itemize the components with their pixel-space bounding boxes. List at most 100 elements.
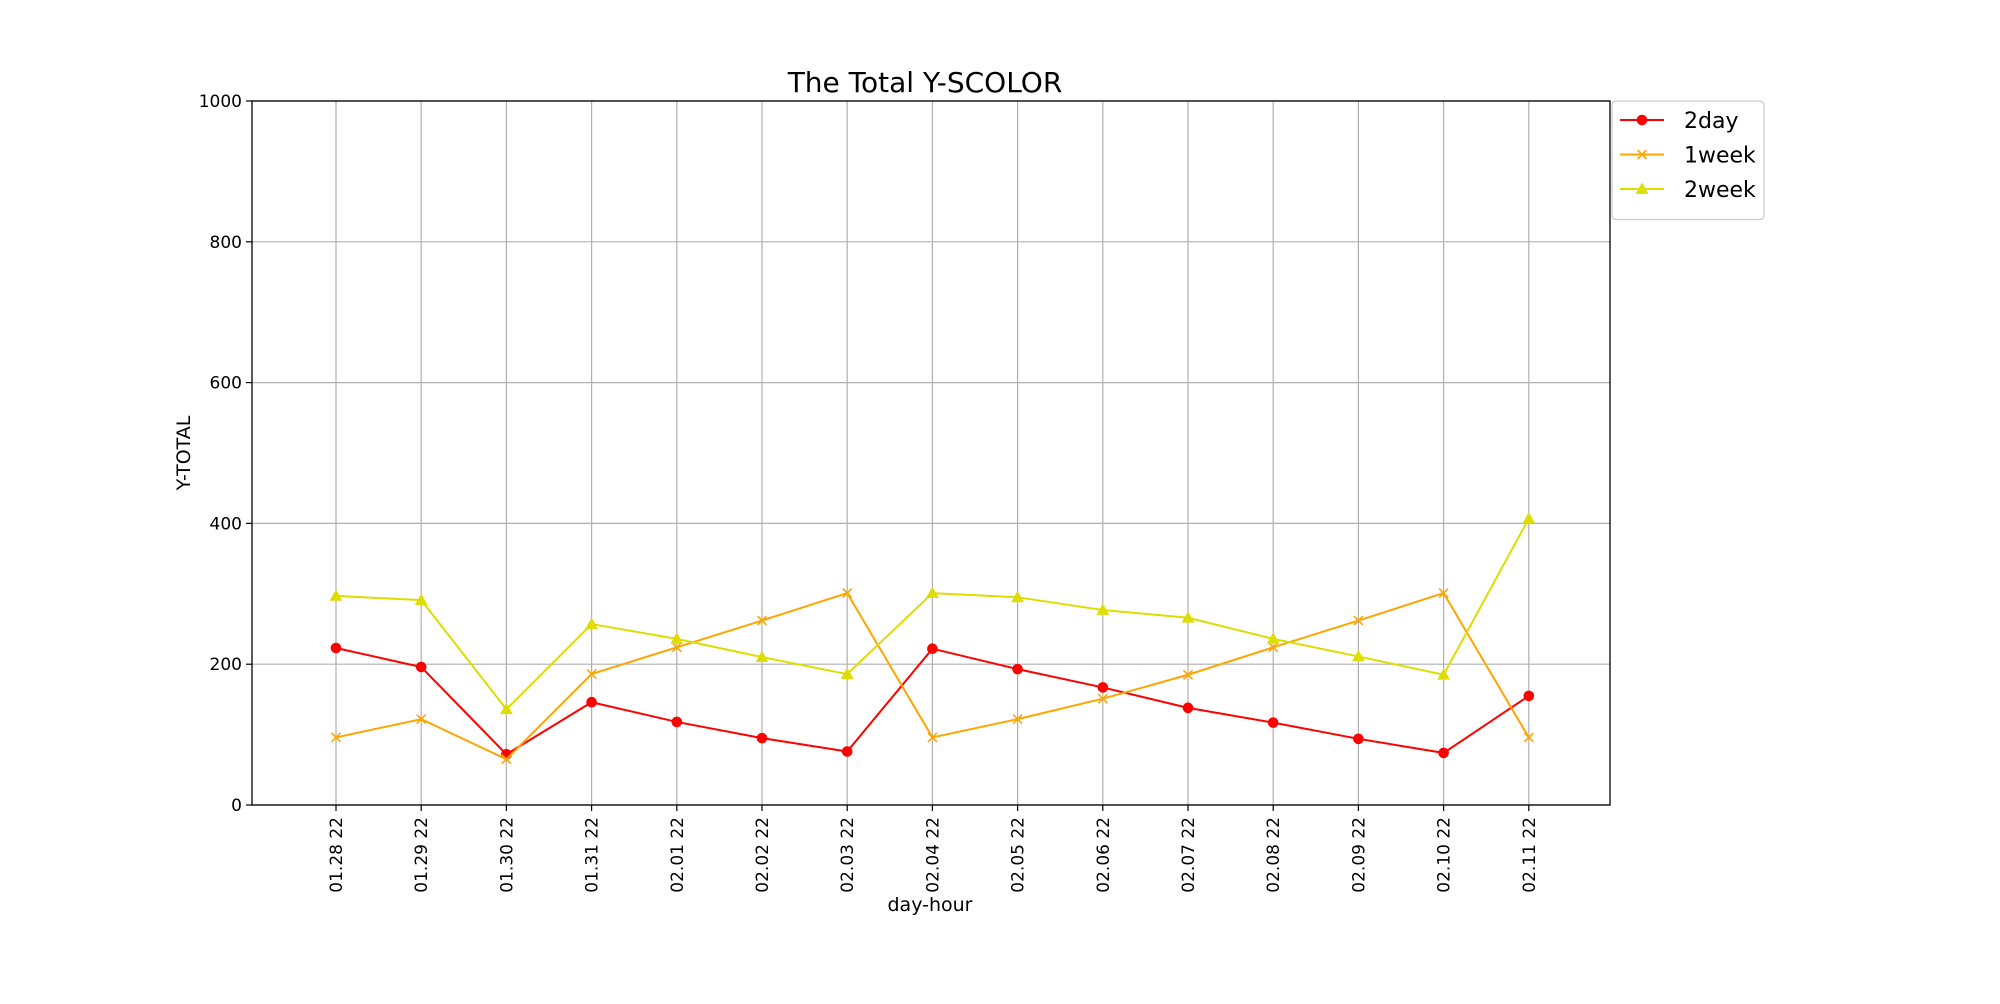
x-tick-label: 02.06 22 <box>1094 817 1114 893</box>
x-tick-label: 02.08 22 <box>1264 817 1284 893</box>
y-tick-label: 0 <box>231 796 242 816</box>
data-point <box>1012 714 1023 725</box>
x-axis-label: day-hour <box>888 894 973 916</box>
data-point <box>1266 632 1280 644</box>
data-point <box>840 667 854 679</box>
series-2week <box>329 511 1536 715</box>
data-point-stroke <box>1012 714 1023 725</box>
data-point <box>842 588 853 599</box>
legend-item: 2day <box>1620 109 1738 134</box>
data-point-stroke <box>1523 732 1534 743</box>
x-tick-label: 02.07 22 <box>1179 817 1199 893</box>
data-point <box>927 732 938 743</box>
data-point <box>671 716 683 728</box>
data-point <box>1011 590 1024 603</box>
data-point <box>1267 717 1279 728</box>
data-point <box>329 589 343 601</box>
legend-label: 2day <box>1684 109 1738 134</box>
legend: 2day 1week 2week <box>1611 100 1765 221</box>
data-point <box>1181 611 1195 623</box>
data-point-stroke <box>1438 588 1449 599</box>
data-point <box>1182 669 1194 680</box>
data-point-stroke <box>1268 642 1279 653</box>
data-point <box>927 643 938 655</box>
data-point <box>671 642 682 653</box>
y-tick-label: 1000 <box>199 92 242 112</box>
y-tick-label: 400 <box>210 514 242 534</box>
chart-title: The Total Y-SCOLOR <box>787 66 1063 99</box>
data-point <box>926 586 939 598</box>
data-point-stroke <box>1182 669 1194 680</box>
x-tick-label: 02.02 22 <box>753 817 773 893</box>
data-point <box>1096 603 1110 615</box>
data-point <box>1438 588 1449 599</box>
legend-item: 2week <box>1620 178 1756 203</box>
grid <box>252 100 1610 806</box>
x-tick-label: 02.09 22 <box>1349 817 1369 893</box>
legend-label: 2week <box>1684 178 1756 203</box>
data-point-stroke <box>586 668 597 680</box>
data-point-stroke <box>501 754 512 765</box>
data-point <box>1522 511 1536 524</box>
data-point <box>670 632 684 644</box>
series-1week <box>330 588 1534 765</box>
x-tick-label: 01.31 22 <box>583 817 603 893</box>
data-point <box>1437 668 1450 680</box>
data-point <box>330 642 342 654</box>
data-point-stroke <box>756 615 768 626</box>
data-point <box>500 702 513 715</box>
data-point <box>1523 690 1535 702</box>
data-point <box>841 746 853 757</box>
x-tick-label: 02.05 22 <box>1009 817 1029 893</box>
series-lines <box>329 511 1536 765</box>
x-tick-label: 01.30 22 <box>497 817 517 893</box>
data-point <box>1268 642 1279 653</box>
plot-frame <box>251 100 1611 806</box>
data-point-stroke <box>330 732 342 743</box>
x-tick-label: 02.01 22 <box>668 817 688 893</box>
legend-marker <box>1636 114 1648 126</box>
y-tick-label: 600 <box>210 374 242 394</box>
data-point <box>414 593 428 606</box>
y-tick-label: 800 <box>210 233 242 253</box>
data-point-stroke <box>1097 693 1108 704</box>
data-point <box>755 650 769 663</box>
data-point <box>1353 615 1364 626</box>
data-point-stroke <box>842 588 853 599</box>
data-point <box>501 754 512 765</box>
legend-item: 1week <box>1620 144 1756 169</box>
legend-marker <box>1636 149 1648 160</box>
data-point <box>756 732 768 744</box>
data-point <box>756 615 768 626</box>
x-tick-label: 02.04 22 <box>923 817 943 893</box>
y-axis-label: Y-TOTAL <box>173 415 195 491</box>
data-point <box>330 732 342 743</box>
data-point <box>415 661 427 673</box>
data-point <box>586 696 597 708</box>
data-point-stroke <box>416 714 427 725</box>
data-point <box>585 617 598 629</box>
data-point <box>1352 649 1365 662</box>
data-point <box>1182 702 1194 714</box>
axes: 0 200 400 600 800 1000 01.28 22 01.29 22 01.30 2… <box>199 92 1611 893</box>
x-tick-label: 02.03 22 <box>838 817 858 893</box>
data-point-stroke <box>1353 615 1364 626</box>
data-point <box>1097 682 1109 693</box>
data-point <box>586 668 597 680</box>
data-point <box>1097 693 1108 704</box>
x-tick-label: 02.10 22 <box>1435 817 1455 893</box>
legend-marker <box>1635 182 1649 194</box>
data-point <box>416 714 427 725</box>
x-tick-label: 01.28 22 <box>327 817 347 893</box>
x-tick-label: 01.29 22 <box>412 817 432 893</box>
legend-label: 1week <box>1684 144 1756 169</box>
x-tick-label: 02.11 22 <box>1520 817 1540 893</box>
data-point-stroke <box>671 642 682 653</box>
y-tick-label: 200 <box>210 655 242 675</box>
data-point <box>1438 747 1449 759</box>
data-point-stroke <box>1636 149 1648 160</box>
data-point <box>1353 733 1364 745</box>
data-point <box>1523 732 1534 743</box>
